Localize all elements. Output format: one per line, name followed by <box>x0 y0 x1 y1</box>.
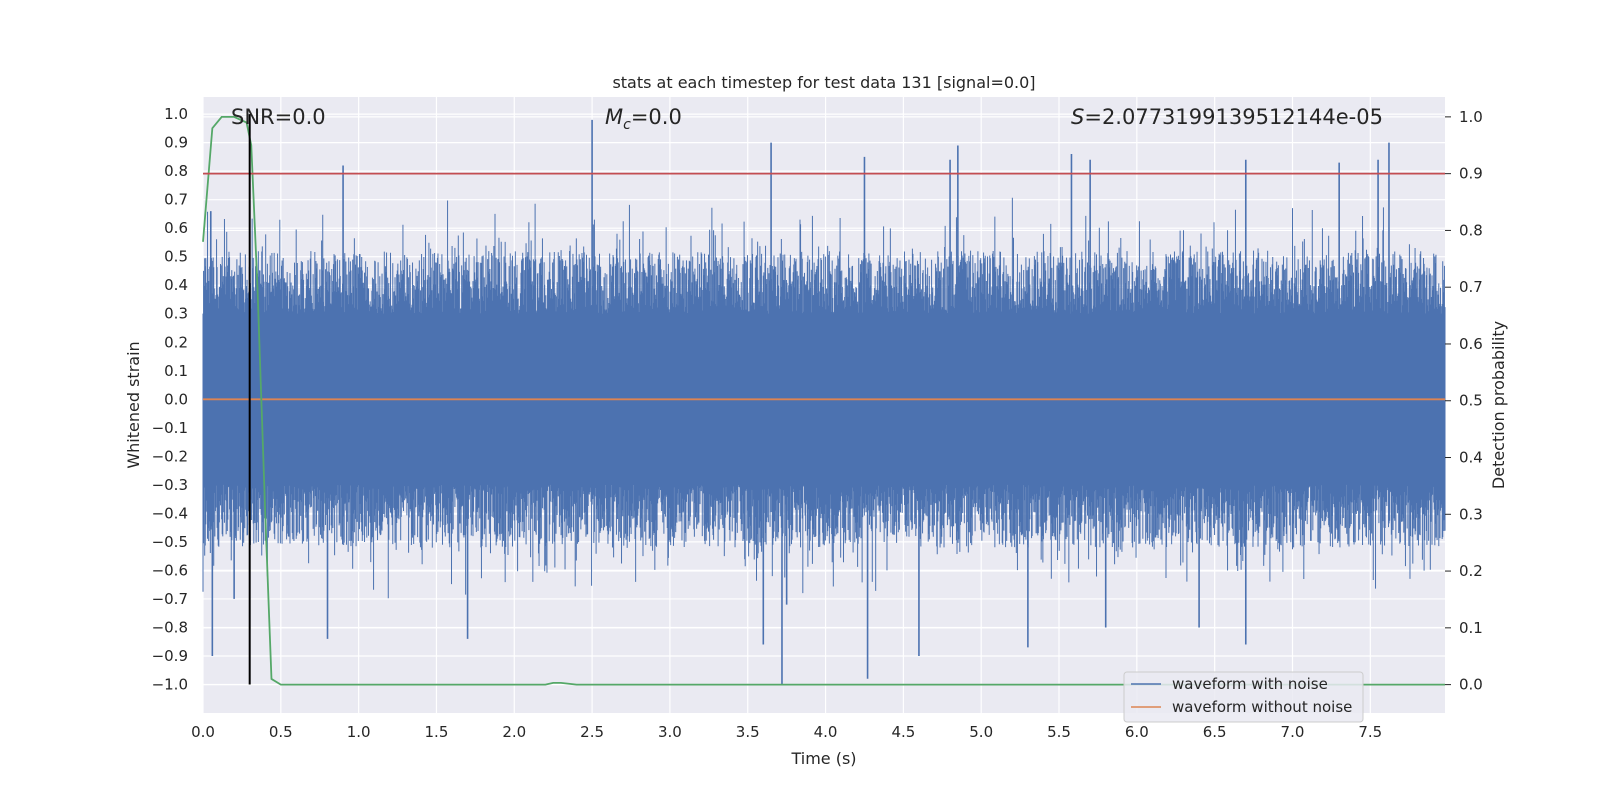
x-tick-label: 0.0 <box>191 723 215 741</box>
snr-annotation: SNR=0.0 <box>231 105 326 129</box>
x-tick-label: 7.0 <box>1281 723 1305 741</box>
y-left-tick-label: 0.5 <box>164 248 188 266</box>
chart-title: stats at each timestep for test data 131… <box>612 73 1035 92</box>
y-left-tick-label: 0.0 <box>164 390 188 408</box>
y-left-tick-label: −0.8 <box>152 618 188 636</box>
y-left-tick-label: −0.1 <box>152 419 188 437</box>
x-axis-label: Time (s) <box>790 749 856 768</box>
legend-box <box>1123 671 1364 723</box>
y-left-tick-label: −0.4 <box>152 504 188 522</box>
y-left-tick-label: −1.0 <box>152 675 188 693</box>
y-left-tick-label: 0.3 <box>164 305 188 323</box>
y-left-tick-label: −0.7 <box>152 590 188 608</box>
x-tick-label: 5.5 <box>1047 723 1071 741</box>
y-axis-right: 1.0 0.9 0.8 0.7 0.6 0.5 0.4 0.3 0.2 0.1 0.0 <box>1445 108 1483 694</box>
legend-label-without-noise: waveform without noise <box>1172 698 1352 716</box>
x-tick-label: 2.5 <box>580 723 604 741</box>
y-axis-left: 1.0 0.9 0.8 0.7 0.6 0.5 0.4 0.3 0.2 0.1 0.0 −0.1 −0.… <box>152 105 188 693</box>
y-right-tick-label: 0.6 <box>1459 335 1483 353</box>
y-left-tick-label: 0.9 <box>164 134 188 152</box>
y-left-tick-label: 1.0 <box>164 105 188 123</box>
y-axis-right-label: Detection probability <box>1489 321 1508 489</box>
y-right-tick-label: 0.5 <box>1459 392 1483 410</box>
y-right-tick-label: 0.0 <box>1459 676 1483 694</box>
y-right-tick-label: 0.9 <box>1459 165 1483 183</box>
y-right-tick-label: 0.2 <box>1459 562 1483 580</box>
y-axis-left-label: Whitened strain <box>124 341 143 468</box>
y-right-tick-label: 0.3 <box>1459 505 1483 523</box>
y-left-tick-label: −0.3 <box>152 476 188 494</box>
series-detection-probability <box>202 115 1445 686</box>
x-tick-label: 4.5 <box>891 723 915 741</box>
y-left-tick-label: 0.6 <box>164 219 188 237</box>
y-left-tick-label: 0.2 <box>164 333 188 351</box>
mc-symbol: M <box>605 105 623 129</box>
mc-subscript: c <box>623 117 631 133</box>
x-tick-label: 6.5 <box>1203 723 1227 741</box>
x-tick-label: 3.0 <box>658 723 682 741</box>
noise-series <box>202 119 1446 685</box>
y-left-tick-label: −0.9 <box>152 647 188 665</box>
y-left-tick-label: 0.4 <box>164 276 188 294</box>
y-left-tick-label: −0.5 <box>152 533 188 551</box>
x-tick-label: 1.0 <box>347 723 371 741</box>
y-left-tick-label: 0.8 <box>164 162 188 180</box>
x-tick-label: 2.0 <box>502 723 526 741</box>
chirp-mass-annotation: Mc=0.0 <box>605 105 682 133</box>
y-left-tick-label: −0.2 <box>152 447 188 465</box>
mc-value: =0.0 <box>631 105 682 129</box>
legend: waveform with noise waveform without noi… <box>1123 671 1364 723</box>
line-series <box>202 114 1445 686</box>
y-right-tick-label: 0.8 <box>1459 221 1483 239</box>
x-tick-label: 3.5 <box>736 723 760 741</box>
s-annotation: S=2.0773199139512144e-05 <box>1071 105 1383 129</box>
y-right-tick-label: 0.1 <box>1459 619 1483 637</box>
x-tick-label: 7.5 <box>1358 723 1382 741</box>
y-right-tick-label: 0.4 <box>1459 449 1483 467</box>
y-right-tick-label: 0.7 <box>1459 278 1483 296</box>
y-left-tick-label: 0.7 <box>164 191 188 209</box>
x-tick-label: 6.0 <box>1125 723 1149 741</box>
s-symbol: S <box>1071 105 1084 129</box>
legend-label-with-noise: waveform with noise <box>1172 675 1328 693</box>
x-tick-label: 5.0 <box>969 723 993 741</box>
y-left-tick-label: −0.6 <box>152 561 188 579</box>
x-tick-label: 0.5 <box>269 723 293 741</box>
y-left-tick-label: 0.1 <box>164 362 188 380</box>
s-value: =2.0773199139512144e-05 <box>1084 105 1383 129</box>
y-right-tick-label: 1.0 <box>1459 108 1483 126</box>
x-tick-label: 1.5 <box>425 723 449 741</box>
x-axis: 0.0 0.5 1.0 1.5 2.0 2.5 3.0 3.5 4.0 4.5 5.0 5.5 6.0 6… <box>191 723 1382 741</box>
x-tick-label: 4.0 <box>814 723 838 741</box>
